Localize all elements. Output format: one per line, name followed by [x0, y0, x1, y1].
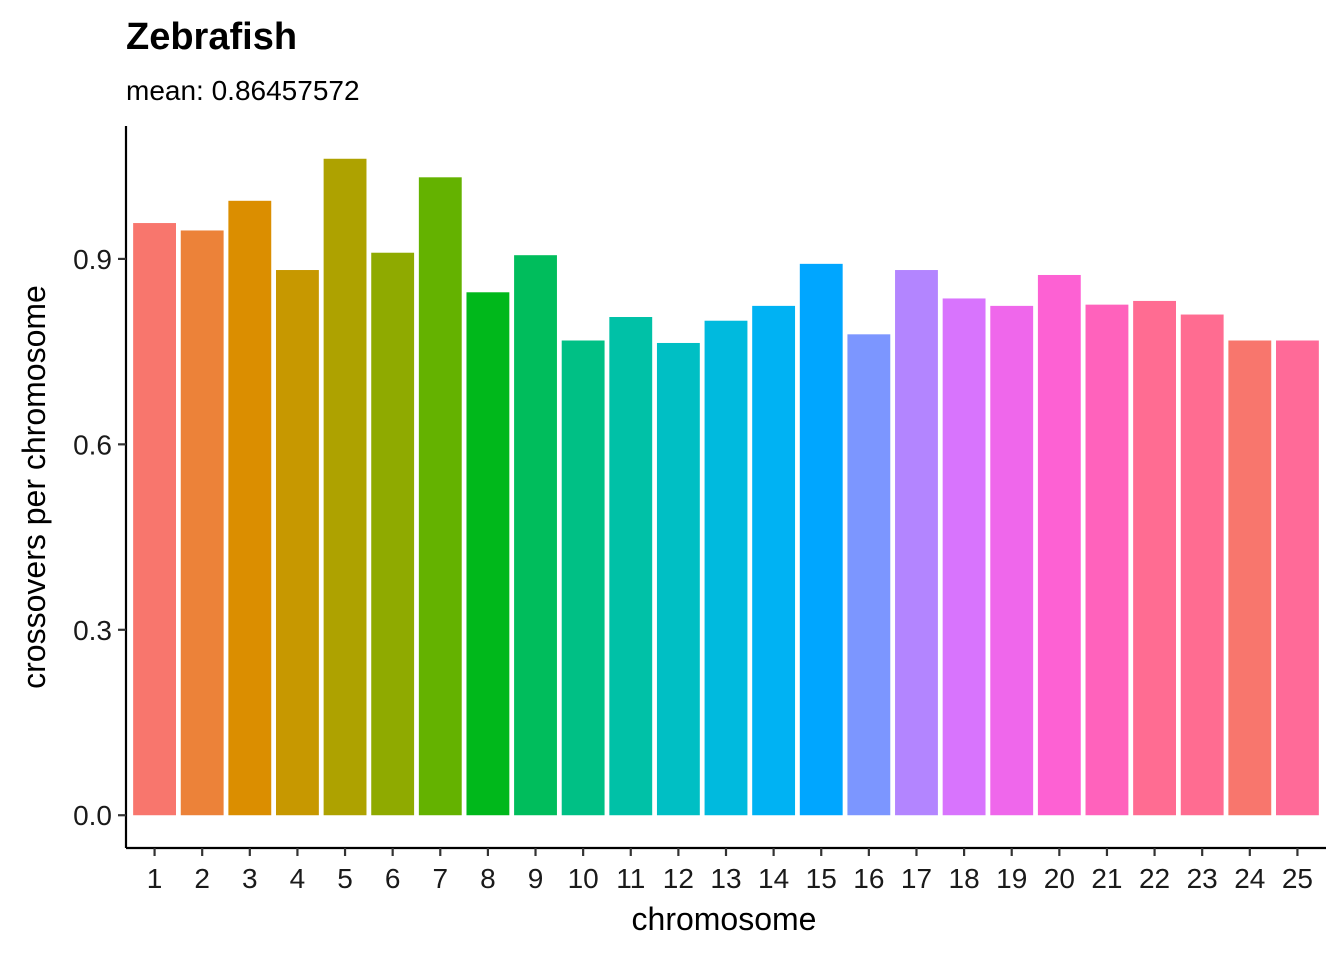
x-tick-label: 5	[337, 863, 353, 894]
x-tick-label: 4	[290, 863, 306, 894]
x-tick-label: 17	[901, 863, 932, 894]
y-tick-label: 0.0	[73, 800, 112, 831]
bar-chromosome-15	[799, 263, 843, 816]
bar-chromosome-13	[704, 320, 748, 816]
bar-chromosome-6	[371, 252, 415, 816]
x-tick-label: 12	[663, 863, 694, 894]
x-tick-label: 13	[710, 863, 741, 894]
x-tick-label: 24	[1234, 863, 1265, 894]
bar-chromosome-12	[656, 342, 700, 816]
x-tick-label: 9	[528, 863, 544, 894]
chart-title: Zebrafish	[126, 16, 297, 58]
bar-chromosome-19	[990, 305, 1034, 816]
x-tick-label: 16	[853, 863, 884, 894]
x-tick-label: 18	[949, 863, 980, 894]
x-tick-label: 19	[996, 863, 1027, 894]
x-tick-label: 22	[1139, 863, 1170, 894]
y-tick-label: 0.6	[73, 429, 112, 460]
x-tick-label: 14	[758, 863, 789, 894]
x-axis-title: chromosome	[632, 901, 817, 937]
x-tick-label: 2	[194, 863, 210, 894]
bar-chromosome-7	[418, 177, 462, 816]
x-tick-label: 11	[616, 863, 645, 894]
x-tick-label: 3	[242, 863, 258, 894]
x-tick-label: 8	[480, 863, 496, 894]
bar-chromosome-8	[466, 292, 510, 816]
x-tick-label: 1	[147, 863, 163, 894]
bar-chromosome-18	[942, 298, 986, 816]
bar-chromosome-11	[609, 317, 653, 816]
x-tick-label: 23	[1187, 863, 1218, 894]
bar-chromosome-20	[1037, 274, 1081, 816]
bar-chromosome-1	[133, 223, 176, 816]
y-axis: 0.0 0.3 0.6 0.9	[73, 126, 128, 848]
bar-chromosome-25	[1276, 340, 1319, 816]
bars-group	[133, 158, 1319, 816]
bar-chromosome-5	[323, 158, 367, 816]
x-tick-label: 7	[432, 863, 448, 894]
bar-chromosome-9	[514, 255, 557, 816]
bar-chromosome-23	[1180, 314, 1224, 816]
bar-chromosome-16	[847, 334, 891, 816]
x-tick-label: 10	[568, 863, 599, 894]
bar-chromosome-10	[561, 340, 605, 816]
bar-chromosome-21	[1085, 304, 1129, 816]
bar-chromosome-14	[752, 305, 796, 816]
bar-chromosome-22	[1133, 300, 1176, 816]
y-tick-label: 0.9	[73, 244, 112, 275]
chart-subtitle: mean: 0.86457572	[126, 75, 360, 106]
x-tick-label: 25	[1282, 863, 1313, 894]
y-axis-title: crossovers per chromosome	[16, 285, 52, 689]
y-tick-label: 0.3	[73, 615, 112, 646]
x-axis: 1 2 3 4 5 6 7 8 9 10 11 12 13 14 15 16 17 18 19 20 21 22 23 24 2…	[126, 846, 1326, 894]
bar-chromosome-2	[180, 230, 224, 816]
bar-chromosome-17	[895, 270, 938, 816]
x-tick-label: 15	[806, 863, 837, 894]
x-tick-label: 6	[385, 863, 401, 894]
x-tick-label: 21	[1091, 863, 1122, 894]
x-tick-label: 20	[1044, 863, 1075, 894]
bar-chromosome-4	[276, 270, 319, 816]
bar-chromosome-3	[228, 200, 272, 816]
bar-chromosome-24	[1228, 340, 1272, 816]
